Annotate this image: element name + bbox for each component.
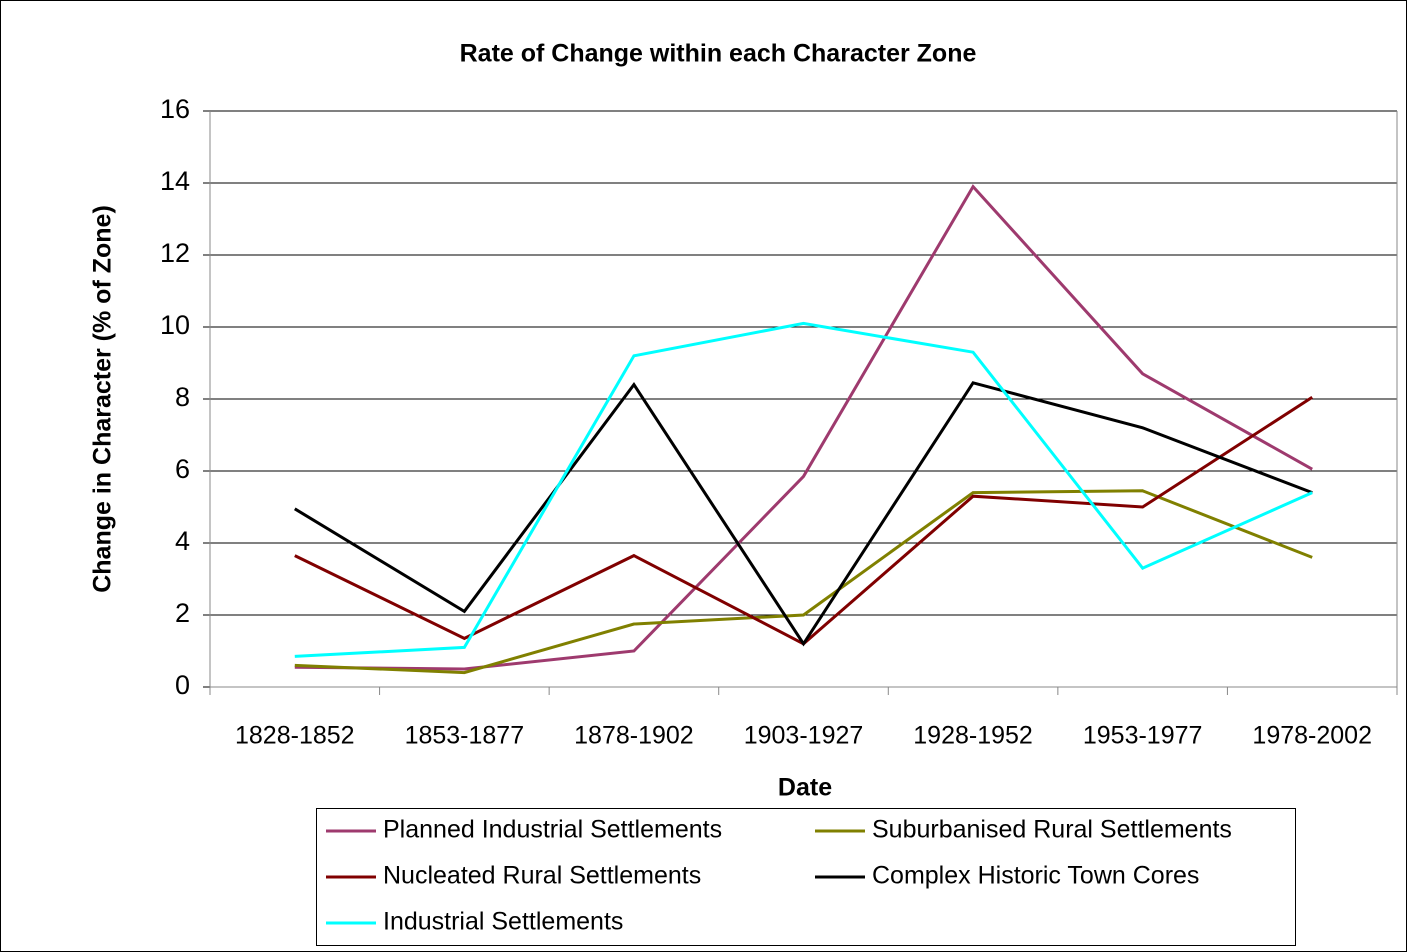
y-tick-label: 12 <box>160 238 190 268</box>
y-tick-label: 0 <box>175 670 190 700</box>
x-tick-label: 1828-1852 <box>235 722 355 750</box>
x-tick-label: 1853-1877 <box>405 722 525 750</box>
y-tick-label: 10 <box>160 310 190 340</box>
chart-title: Rate of Change within each Character Zon… <box>460 40 977 68</box>
series-line <box>294 489 1313 675</box>
x-tick-label: 1928-1952 <box>913 722 1033 750</box>
y-tick-label: 4 <box>175 526 190 556</box>
legend-label: Planned Industrial Settlements <box>383 816 722 844</box>
x-tick-label: 1878-1902 <box>574 722 694 750</box>
legend-label: Complex Historic Town Cores <box>872 862 1199 890</box>
legend-label: Nucleated Rural Settlements <box>383 862 701 890</box>
legend-label: Suburbanised Rural Settlements <box>872 816 1232 844</box>
y-tick-label: 14 <box>160 166 190 196</box>
x-tick-label: 1978-2002 <box>1252 722 1372 750</box>
series-line <box>294 321 1313 658</box>
x-tick-label: 1903-1927 <box>744 722 864 750</box>
x-tick-label: 1953-1977 <box>1083 722 1203 750</box>
x-axis-label: Date <box>778 774 832 802</box>
legend <box>316 808 1296 946</box>
series-line <box>294 381 1313 647</box>
y-axis-label: Change in Character (% of Zone) <box>89 205 117 593</box>
series-line <box>294 184 1313 671</box>
y-tick-label: 16 <box>160 94 190 124</box>
y-tick-label: 6 <box>175 454 190 484</box>
legend-label: Industrial Settlements <box>383 908 623 936</box>
y-tick-label: 2 <box>175 598 190 628</box>
y-tick-label: 8 <box>175 382 190 412</box>
